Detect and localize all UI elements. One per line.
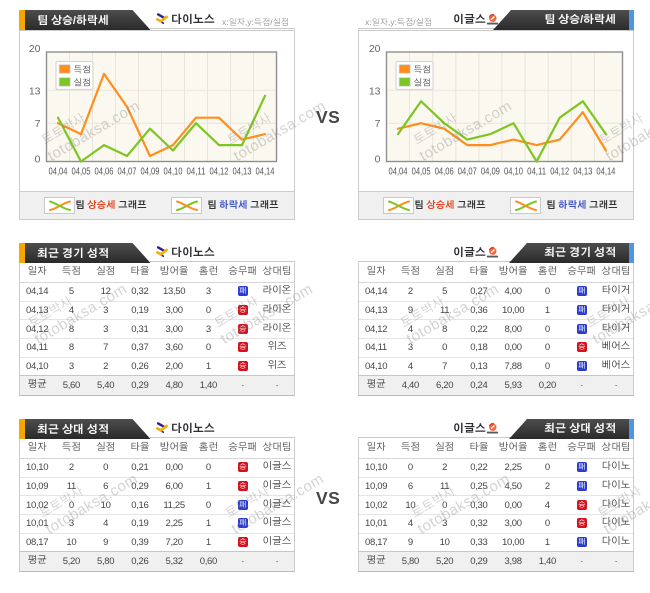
svg-text:7: 7 bbox=[35, 118, 41, 130]
svg-text:0: 0 bbox=[375, 153, 381, 165]
svg-text:04,06: 04,06 bbox=[95, 167, 114, 178]
svg-text:13: 13 bbox=[29, 85, 41, 97]
svg-text:04,04: 04,04 bbox=[389, 167, 408, 178]
svg-text:04,09: 04,09 bbox=[141, 167, 160, 178]
svg-text:득점: 득점 bbox=[74, 64, 91, 74]
svg-text:04,07: 04,07 bbox=[118, 167, 137, 178]
svg-text:04,12: 04,12 bbox=[550, 167, 569, 178]
svg-text:04,13: 04,13 bbox=[573, 167, 592, 178]
svg-text:0: 0 bbox=[35, 153, 41, 165]
svg-text:04,10: 04,10 bbox=[504, 167, 523, 178]
svg-text:04,11: 04,11 bbox=[527, 167, 546, 178]
svg-text:04,09: 04,09 bbox=[481, 167, 500, 178]
svg-text:04,07: 04,07 bbox=[458, 167, 477, 178]
svg-text:실점: 실점 bbox=[414, 77, 431, 87]
svg-text:20: 20 bbox=[369, 43, 381, 55]
svg-text:득점: 득점 bbox=[414, 64, 431, 74]
svg-text:실점: 실점 bbox=[74, 77, 91, 87]
svg-text:04,13: 04,13 bbox=[233, 167, 252, 178]
svg-text:04,11: 04,11 bbox=[187, 167, 206, 178]
svg-text:7: 7 bbox=[375, 118, 381, 130]
svg-text:13: 13 bbox=[369, 85, 381, 97]
svg-text:04,06: 04,06 bbox=[435, 167, 454, 178]
svg-text:04,10: 04,10 bbox=[164, 167, 183, 178]
svg-text:04,05: 04,05 bbox=[412, 167, 431, 178]
svg-text:04,14: 04,14 bbox=[256, 167, 275, 178]
svg-text:04,14: 04,14 bbox=[596, 167, 615, 178]
svg-text:04,04: 04,04 bbox=[49, 167, 68, 178]
svg-text:04,12: 04,12 bbox=[210, 167, 229, 178]
svg-text:04,05: 04,05 bbox=[72, 167, 91, 178]
svg-text:20: 20 bbox=[29, 43, 41, 55]
